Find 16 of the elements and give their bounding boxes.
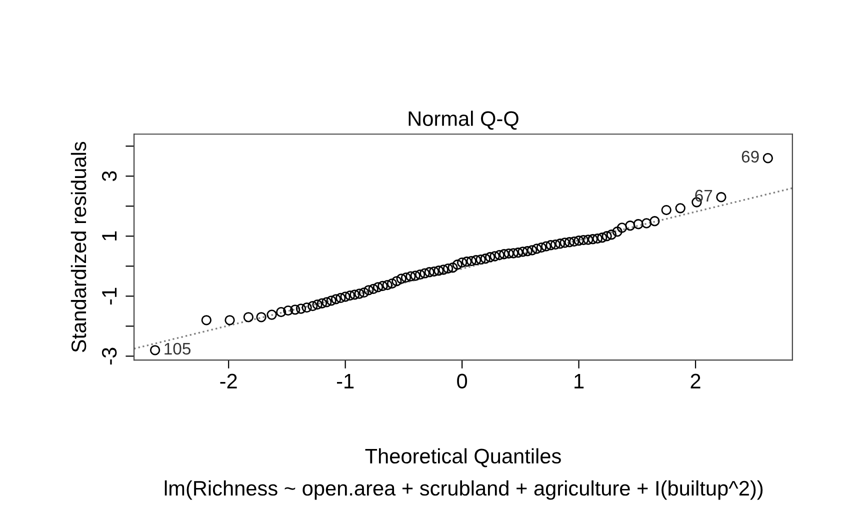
- y-axis-title: Standardized residuals: [70, 142, 86, 352]
- chart-title: Normal Q-Q: [408, 110, 518, 130]
- annotation: 105: [164, 342, 190, 355]
- x-tick-label: 2: [690, 374, 700, 388]
- annotation: 67: [695, 190, 712, 202]
- x-tick-label: -2: [220, 374, 237, 388]
- y-tick-label: -3: [102, 348, 117, 364]
- y-tick-label: 1: [102, 231, 117, 240]
- x-tick-label: -1: [336, 374, 354, 388]
- text: lm(Richness ~ open.area + scrubland + agriculture + I(builtup^2)): [164, 480, 763, 500]
- x-tick-label: 0: [457, 374, 468, 389]
- x-axis-title: Theoretical Quantiles: [365, 448, 561, 468]
- annotation: 69: [742, 150, 759, 163]
- y-tick-label: 3: [102, 171, 117, 182]
- y-tick-label: -1: [102, 288, 117, 304]
- x-tick-label: 1: [574, 374, 584, 388]
